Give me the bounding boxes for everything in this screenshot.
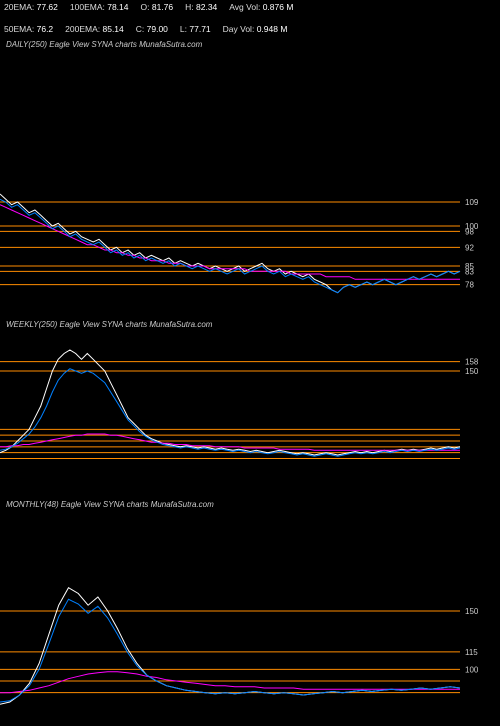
price-level-label: 100: [465, 665, 479, 674]
panel-title: DAILY(250) Eagle View SYNA charts Munafa…: [6, 40, 202, 49]
stat-value: 81.76: [152, 2, 173, 12]
chart-panels: DAILY(250) Eagle View SYNA charts Munafa…: [0, 36, 500, 726]
stat-label: 50EMA:: [4, 24, 37, 34]
stat-value: 77.62: [37, 2, 58, 12]
stat-label: H:: [185, 2, 196, 12]
stat-item: 200EMA: 85.14: [65, 24, 124, 34]
series-line: [0, 194, 460, 293]
stat-label: 20EMA:: [4, 2, 37, 12]
price-level-label: 83: [465, 267, 474, 276]
price-level-label: 78: [465, 281, 474, 290]
price-level-label: 150: [465, 367, 479, 376]
chart-panel: WEEKLY(250) Eagle View SYNA charts Munaf…: [0, 316, 500, 496]
stat-value: 79.00: [147, 24, 168, 34]
price-level-label: 150: [465, 607, 479, 616]
stat-value: 76.2: [37, 24, 54, 34]
stat-value: 0.948 M: [257, 24, 288, 34]
stat-item: O: 81.76: [141, 2, 174, 12]
stat-item: 20EMA: 77.62: [4, 2, 58, 12]
chart-svg: 158150: [0, 316, 500, 496]
stat-item: Day Vol: 0.948 M: [223, 24, 288, 34]
price-level-label: 115: [465, 648, 478, 657]
series-line: [0, 205, 460, 280]
chart-svg: 150 115 100: [0, 496, 500, 726]
chart-panel: MONTHLY(48) Eagle View SYNA charts Munaf…: [0, 496, 500, 726]
stat-label: 100EMA:: [70, 2, 107, 12]
stat-item: Avg Vol: 0.876 M: [229, 2, 293, 12]
series-line: [0, 369, 460, 457]
chart-svg: 1091009892858378: [0, 36, 500, 316]
panel-title: MONTHLY(48) Eagle View SYNA charts Munaf…: [6, 500, 214, 509]
series-line: [0, 199, 460, 292]
header-row-1: 20EMA: 77.62 100EMA: 78.14 O: 81.76 H: 82.3…: [4, 2, 496, 12]
header-row-2: 50EMA: 76.2 200EMA: 85.14 C: 79.00 L: 77.71…: [4, 24, 496, 34]
stat-item: 50EMA: 76.2: [4, 24, 53, 34]
series-line: [0, 588, 460, 705]
stats-header: 20EMA: 77.62 100EMA: 78.14 O: 81.76 H: 82.3…: [0, 0, 500, 36]
series-line: [0, 350, 460, 455]
stat-value: 85.14: [102, 24, 123, 34]
stat-value: 78.14: [107, 2, 128, 12]
series-line: [0, 434, 460, 450]
stat-label: Day Vol:: [223, 24, 257, 34]
stat-item: H: 82.34: [185, 2, 217, 12]
stat-label: 200EMA:: [65, 24, 102, 34]
stat-label: Avg Vol:: [229, 2, 262, 12]
panel-title: WEEKLY(250) Eagle View SYNA charts Munaf…: [6, 320, 212, 329]
stat-item: L: 77.71: [180, 24, 211, 34]
chart-panel: DAILY(250) Eagle View SYNA charts Munafa…: [0, 36, 500, 316]
price-level-label: 92: [465, 243, 474, 252]
stat-label: C:: [136, 24, 147, 34]
price-level-label: 98: [465, 227, 474, 236]
stat-item: 100EMA: 78.14: [70, 2, 129, 12]
stat-value: 0.876 M: [263, 2, 294, 12]
price-level-label: 109: [465, 198, 479, 207]
stat-value: 77.71: [189, 24, 210, 34]
stat-value: 82.34: [196, 2, 217, 12]
stat-label: O:: [141, 2, 152, 12]
stat-item: C: 79.00: [136, 24, 168, 34]
stat-label: L:: [180, 24, 189, 34]
price-level-label: 158: [465, 358, 479, 367]
